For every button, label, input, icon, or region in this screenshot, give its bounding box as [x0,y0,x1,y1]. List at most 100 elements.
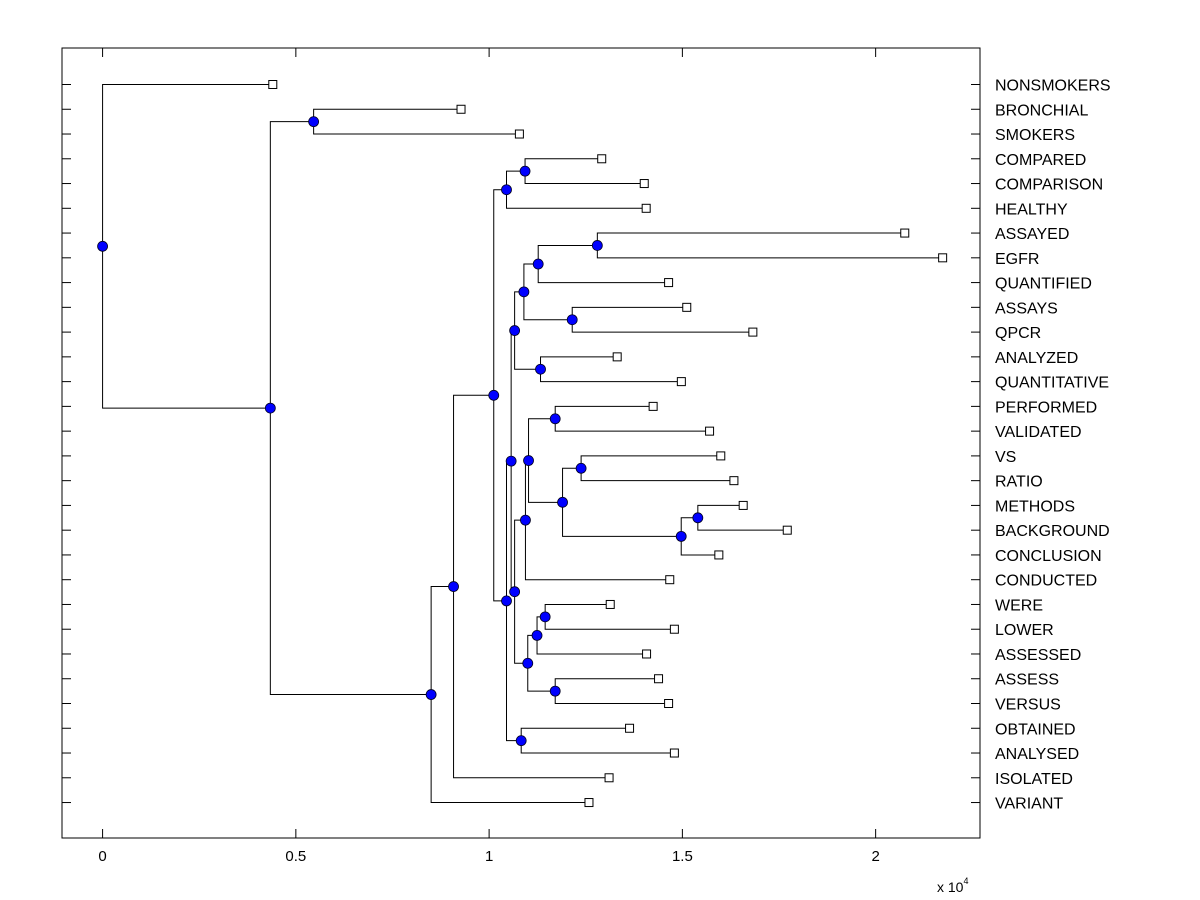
leaf-marker-performed [648,401,658,411]
leaf-marker-assess [654,674,664,684]
leaf-label-performed: PERFORMED [995,399,1097,416]
x-scale-exponent: 4 [963,876,968,886]
merge-node-n20 [509,586,521,598]
merge-node-n10 [575,462,587,474]
leaf-marker-lower [669,624,679,634]
merge-node-n05 [566,314,578,326]
leaf-marker-assessed [642,649,652,659]
x-tick-label: 1 [485,848,493,865]
leaf-label-vs: VS [995,449,1016,466]
merge-node-n29 [97,240,108,252]
leaf-label-healthy: HEALTHY [995,201,1068,218]
merge-node-n22 [515,735,527,747]
merge-nodes [97,116,704,747]
leaf-label-conducted: CONDUCTED [995,573,1097,590]
leaf-label-conclusion: CONCLUSION [995,548,1102,565]
merge-node-n01 [591,240,603,251]
leaf-label-ratio: RATIO [995,474,1043,491]
leaf-marker-comparison [639,179,649,189]
merge-node-n07 [535,363,546,375]
x-tick-label: 0 [98,848,106,865]
merge-node-n21 [505,455,517,467]
leaf-label-background: BACKGROUND [995,523,1110,540]
merge-node-n06 [518,286,530,298]
leaf-marker-qpcr [748,327,758,337]
leaf-label-analyzed: ANALYZED [995,350,1078,367]
leaf-label-lower: LOWER [995,622,1054,639]
leaf-marker-versus [664,699,674,708]
leaf-marker-background [782,525,792,535]
leaf-labels: NONSMOKERS BRONCHIAL SMOKERS COMPARED COMPAR… [995,78,1111,813]
leaf-label-assays: ASSAYS [995,300,1058,317]
leaf-label-bronchial: BRONCHIAL [995,102,1088,119]
merge-node-n03 [501,184,512,196]
leaf-label-validated: VALIDATED [995,424,1082,441]
leaf-label-analysed: ANALYSED [995,746,1079,763]
leaf-label-comparison: COMPARISON [995,177,1103,194]
leaf-label-smokers: SMOKERS [995,127,1075,144]
leaf-marker-conclusion [714,550,724,560]
merge-node-n17 [531,630,543,641]
merge-node-n16 [539,611,551,623]
leaf-marker-assays [682,302,692,312]
merge-node-n26 [425,689,437,700]
leaf-marker-ratio [729,476,739,486]
merge-node-n27 [308,116,320,128]
merge-node-n28 [264,402,276,414]
y-ticks [62,84,980,804]
plot-area [61,47,981,839]
x-scale-base: x 10 [937,879,964,895]
leaf-marker-smokers [514,129,524,139]
x-scale-label: x 104 [937,876,968,895]
leaf-label-isolated: ISOLATED [995,771,1073,788]
merge-node-n09 [549,413,561,425]
leaf-marker-assayed [900,228,910,238]
x-tick-label: 1.5 [672,848,693,865]
x-tick-label: 0.5 [285,848,306,865]
merge-node-n19 [522,657,534,669]
leaf-marker-vs [716,451,726,461]
leaf-markers [268,80,948,808]
leaf-marker-validated [705,426,715,436]
leaf-label-assess: ASSESS [995,672,1059,689]
leaf-marker-conducted [665,575,675,585]
merge-node-n14 [523,455,534,466]
merge-node-n23 [501,595,512,607]
leaf-label-egfr: EGFR [995,251,1039,268]
leaf-label-assessed: ASSESSED [995,647,1081,664]
leaf-label-obtained: OBTAINED [995,721,1076,738]
merge-node-n25 [448,581,459,592]
merge-node-n15 [520,514,531,526]
leaf-label-compared: COMPARED [995,152,1086,169]
leaf-marker-were [605,599,615,609]
leaf-marker-compared [597,154,607,164]
leaf-marker-analyzed [612,352,622,362]
leaf-label-versus: VERSUS [995,697,1061,714]
leaf-label-assayed: ASSAYED [995,226,1069,243]
leaf-marker-egfr [938,253,948,263]
leaf-label-variant: VARIANT [995,796,1063,813]
x-tick-label: 2 [871,848,879,865]
leaf-label-nonsmokers: NONSMOKERS [995,78,1111,95]
leaf-marker-quantified [664,278,674,288]
leaf-marker-healthy [641,203,651,213]
leaf-label-were: WERE [995,597,1043,614]
leaf-marker-analysed [669,748,679,758]
leaf-label-qpcr: QPCR [995,325,1041,342]
leaf-marker-nonsmokers [268,80,278,89]
leaf-label-quantified: QUANTIFIED [995,276,1092,293]
leaf-marker-obtained [625,723,635,733]
merge-node-n04 [532,258,544,270]
leaf-marker-isolated [604,773,614,783]
leaf-marker-variant [584,798,594,808]
leaf-marker-methods [738,500,748,510]
leaf-label-quantitative: QUANTITATIVE [995,375,1109,392]
merge-node-n24 [488,389,500,401]
merge-node-n12 [675,530,687,542]
x-axis: 0 0.5 1 1.5 2 [98,48,880,865]
merge-node-n11 [692,512,704,524]
merge-node-n18 [549,685,561,697]
merge-node-n08 [509,325,521,336]
leaf-marker-bronchial [456,104,466,114]
